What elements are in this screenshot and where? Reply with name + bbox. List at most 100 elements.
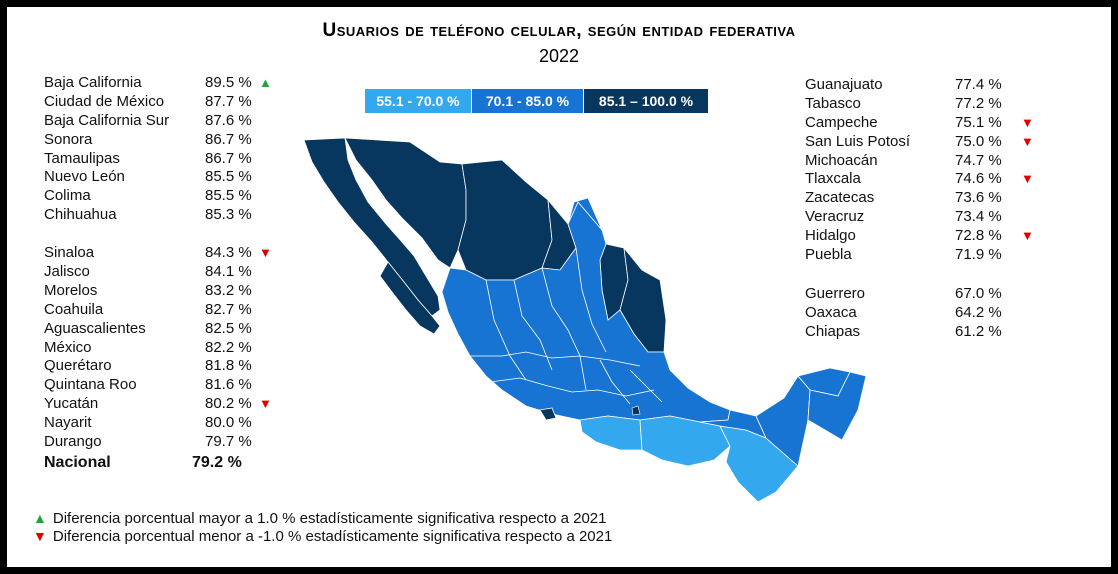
state-row: Tamaulipas 86.7 % [44, 150, 284, 169]
state-percentage: 64.2 % [955, 303, 1002, 321]
state-row: Veracruz 73.4 % [805, 208, 1045, 227]
up-triangle-icon: ▲ [33, 510, 47, 526]
state-percentage: 81.8 % [205, 357, 252, 375]
state-name: Tabasco [805, 94, 861, 112]
state-row: Tlaxcala 74.6 % ▼ [805, 170, 1045, 189]
right-group-mid: Guanajuato 77.4 % Tabasco 77.2 % Campeche 75.… [805, 76, 1045, 265]
state-percentage: 77.4 % [955, 76, 1002, 93]
state-percentage: 87.7 % [205, 92, 252, 110]
right-state-list: Guanajuato 77.4 % Tabasco 77.2 % Campeche 75.… [805, 76, 1045, 342]
map-subtitle: 2022 [538, 46, 580, 66]
state-row: Jalisco 84.1 % [44, 263, 284, 282]
state-name: Durango [44, 433, 102, 451]
state-row: Zacatecas 73.6 % [805, 189, 1045, 208]
nacional-row: Nacional 79.2 % [44, 452, 284, 474]
state-row: Baja California Sur 87.6 % [44, 112, 284, 131]
state-guerrero [579, 415, 643, 451]
state-percentage: 87.6 % [205, 111, 252, 129]
state-name: Michoacán [805, 151, 878, 169]
state-percentage: 82.5 % [205, 319, 252, 337]
state-percentage: 73.6 % [955, 189, 1002, 207]
state-row: Baja California 89.5 % ▲ [44, 74, 284, 93]
state-percentage: 72.8 % [955, 227, 1002, 245]
state-quintana-roo [807, 371, 867, 441]
state-coahuila-east [567, 197, 603, 231]
state-name: Sinaloa [44, 244, 95, 262]
state-name: Aguascalientes [44, 319, 146, 337]
state-percentage: 75.0 % [955, 132, 1002, 150]
state-name: Hidalgo [805, 227, 856, 245]
state-percentage: 84.1 % [205, 263, 252, 281]
mexico-map [303, 137, 867, 503]
state-row: Aguascalientes 82.5 % [44, 320, 284, 339]
state-row: Sonora 86.7 % [44, 131, 284, 150]
state-row: Morelos 83.2 % [44, 282, 284, 301]
state-name: Baja California Sur [44, 111, 170, 129]
state-baja-california [303, 137, 441, 317]
nacional-label: Nacional [44, 453, 111, 471]
state-row: Nuevo León 85.5 % [44, 168, 284, 187]
state-row: Quintana Roo 81.6 % [44, 376, 284, 395]
state-percentage: 85.5 % [205, 168, 252, 186]
state-percentage: 85.5 % [205, 187, 252, 205]
down-triangle-icon: ▼ [259, 396, 272, 412]
state-percentage: 74.6 % [955, 170, 1002, 188]
state-percentage: 79.7 % [205, 433, 252, 451]
state-name: Jalisco [44, 263, 90, 281]
state-central-block [441, 201, 731, 423]
state-row: México 82.2 % [44, 339, 284, 358]
footnote-down-text: Diferencia porcentual menor a -1.0 % est… [52, 528, 613, 545]
state-name: Puebla [805, 246, 852, 264]
state-row: Durango 79.7 % [44, 433, 284, 452]
state-name: Coahuila [44, 300, 104, 318]
state-name: Colima [44, 187, 91, 205]
state-name: Oaxaca [805, 303, 857, 321]
state-row: Tabasco 77.2 % [805, 95, 1045, 114]
state-oaxaca [639, 415, 731, 467]
legend-low: 55.1 - 70.0 % [365, 89, 471, 113]
state-percentage: 80.0 % [205, 414, 252, 432]
state-name: Nayarit [44, 414, 92, 432]
state-name: Tlaxcala [805, 170, 861, 188]
state-colima [539, 407, 557, 421]
map-title: Usuarios de teléfono celular, según enti… [322, 20, 796, 41]
state-name: Nuevo León [44, 168, 125, 186]
state-percentage: 86.7 % [205, 149, 252, 167]
state-row: Oaxaca 64.2 % [805, 304, 1045, 323]
state-percentage: 86.7 % [205, 130, 252, 148]
state-baja-california-sur [379, 261, 441, 335]
footnote-up: ▲ Diferencia porcentual mayor a 1.0 % est… [33, 510, 607, 527]
footnote-up-text: Diferencia porcentual mayor a 1.0 % esta… [52, 510, 607, 527]
state-percentage: 89.5 % [205, 74, 252, 91]
state-name: Tamaulipas [44, 149, 120, 167]
state-row: Puebla 71.9 % [805, 246, 1045, 265]
state-percentage: 77.2 % [955, 94, 1002, 112]
left-state-list: Baja California 89.5 % ▲ Ciudad de México 87… [44, 74, 284, 474]
state-name: Zacatecas [805, 189, 875, 207]
state-row: San Luis Potosí 75.0 % ▼ [805, 133, 1045, 152]
down-triangle-icon: ▼ [1021, 171, 1034, 187]
up-triangle-icon: ▲ [259, 75, 272, 90]
state-name: Chihuahua [44, 206, 117, 224]
left-group-high: Baja California 89.5 % ▲ Ciudad de México 87… [44, 74, 284, 225]
down-triangle-icon: ▼ [259, 245, 272, 261]
state-name: Guerrero [805, 284, 866, 302]
state-row: Hidalgo 72.8 % ▼ [805, 227, 1045, 246]
state-name: Morelos [44, 281, 98, 299]
state-row: Nayarit 80.0 % [44, 414, 284, 433]
state-row: Colima 85.5 % [44, 187, 284, 206]
state-percentage: 80.2 % [205, 395, 252, 413]
state-chihuahua [457, 159, 553, 281]
state-percentage: 85.3 % [205, 206, 252, 224]
state-name: Sonora [44, 130, 93, 148]
down-triangle-icon: ▼ [1021, 133, 1034, 149]
state-name: Baja California [44, 74, 142, 91]
state-row: Sinaloa 84.3 % ▼ [44, 244, 284, 263]
state-row: Chiapas 61.2 % [805, 323, 1045, 342]
state-row: Guanajuato 77.4 % [805, 76, 1045, 95]
state-row: Coahuila 82.7 % [44, 301, 284, 320]
state-cdmx [631, 405, 641, 416]
state-name: Chiapas [805, 322, 861, 340]
state-name: Ciudad de México [44, 92, 165, 110]
state-percentage: 75.1 % [955, 113, 1002, 131]
